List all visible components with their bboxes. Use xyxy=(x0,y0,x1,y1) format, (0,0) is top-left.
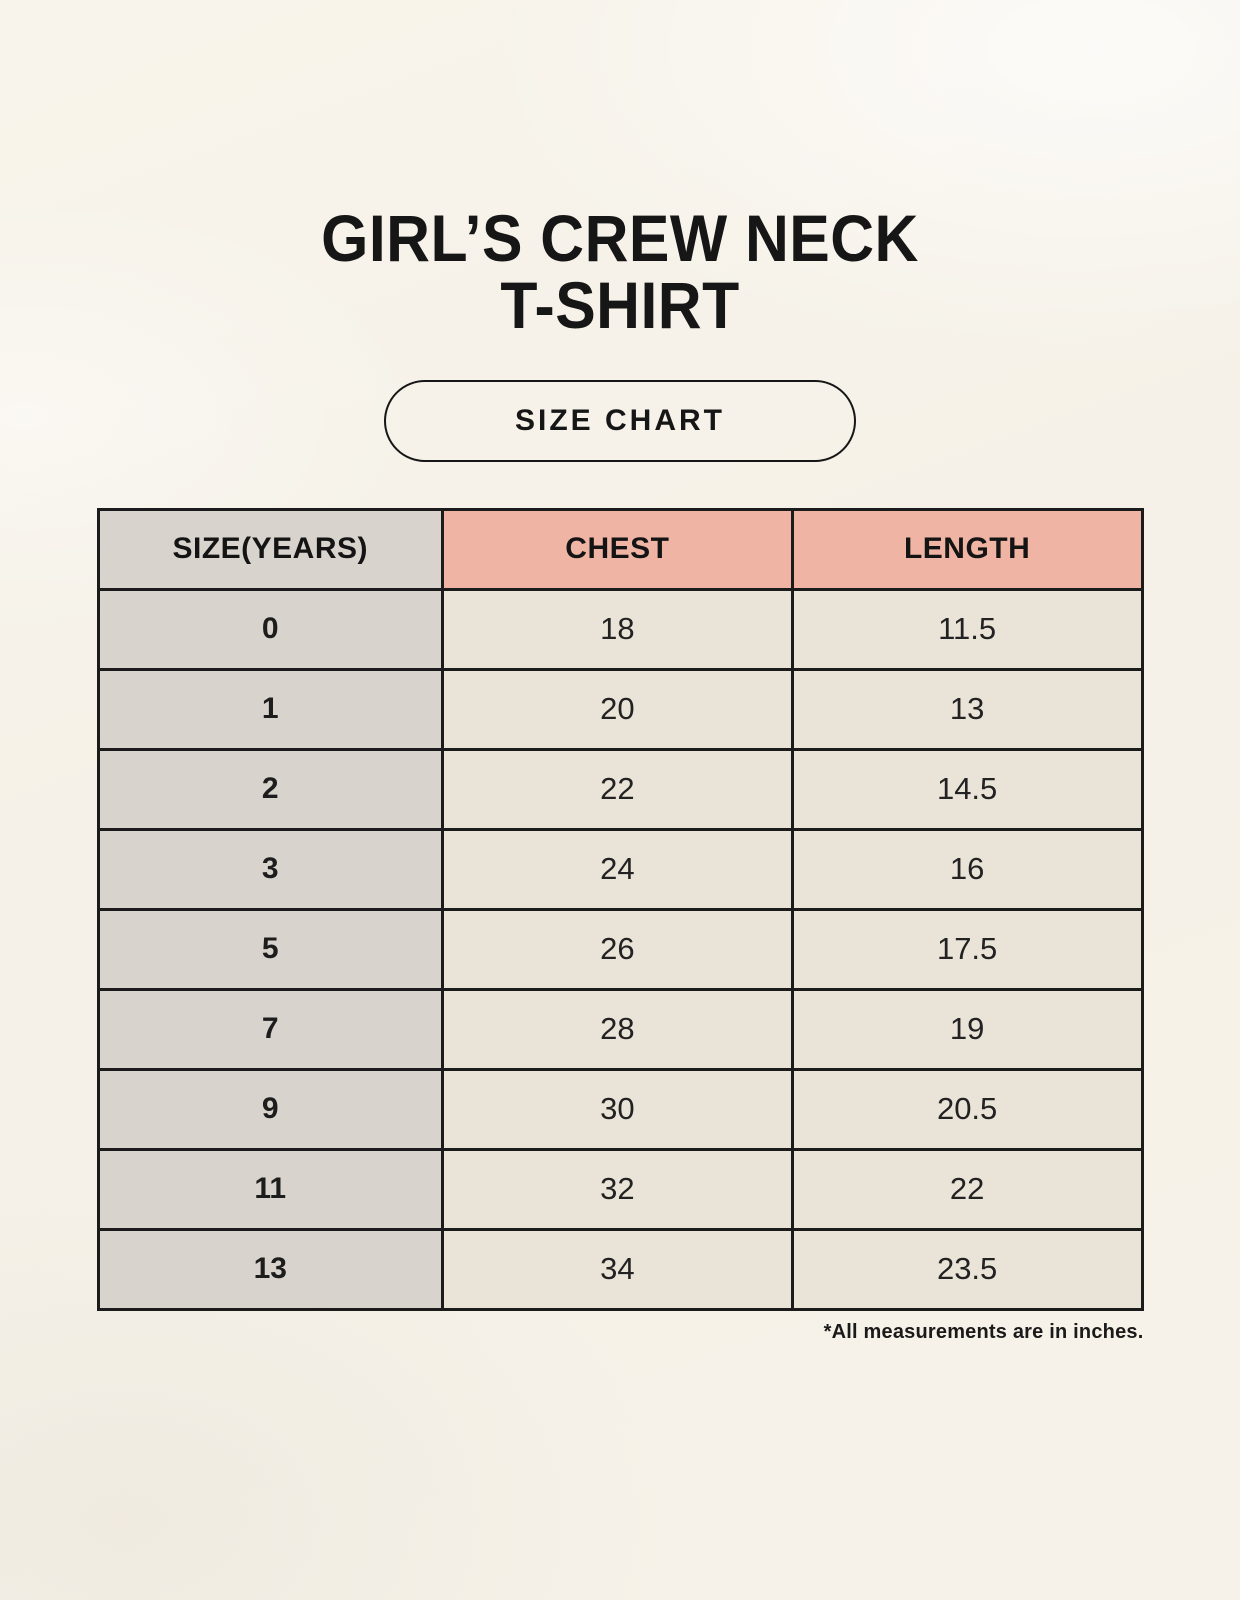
size-cell: 13 xyxy=(96,1227,445,1311)
chest-cell: 26 xyxy=(441,907,794,991)
chest-cell: 32 xyxy=(441,1147,794,1231)
table-row: 11 32 22 xyxy=(96,1147,1144,1231)
size-cell: 11 xyxy=(96,1147,445,1231)
measurements-footnote: *All measurements are in inches. xyxy=(823,1320,1144,1343)
length-cell: 11.5 xyxy=(790,587,1144,671)
page-title-line-1: GIRL’S CREW NECK xyxy=(321,201,919,275)
table-row: 0 18 11.5 xyxy=(96,587,1144,671)
size-table-container: SIZE(YEARS) CHEST LENGTH 0 18 11.5 1 20 … xyxy=(96,507,1144,1311)
page-title: GIRL’S CREW NECK T-SHIRT xyxy=(50,0,1191,340)
length-cell: 20.5 xyxy=(790,1067,1144,1151)
size-cell: 2 xyxy=(96,747,445,831)
table-row: 3 24 16 xyxy=(96,827,1144,911)
table-row: 1 20 13 xyxy=(96,667,1144,751)
chest-cell: 24 xyxy=(441,827,794,911)
column-header-length: LENGTH xyxy=(790,507,1144,591)
length-cell: 17.5 xyxy=(790,907,1144,991)
table-row: 5 26 17.5 xyxy=(96,907,1144,991)
size-cell: 7 xyxy=(96,987,445,1071)
size-cell: 0 xyxy=(96,587,445,671)
size-table: SIZE(YEARS) CHEST LENGTH 0 18 11.5 1 20 … xyxy=(96,507,1144,1311)
length-cell: 23.5 xyxy=(790,1227,1144,1311)
column-header-chest: CHEST xyxy=(441,507,794,591)
length-cell: 19 xyxy=(790,987,1144,1071)
table-row: 13 34 23.5 xyxy=(96,1227,1144,1311)
chest-cell: 34 xyxy=(441,1227,794,1311)
size-cell: 9 xyxy=(96,1067,445,1151)
length-cell: 13 xyxy=(790,667,1144,751)
chest-cell: 30 xyxy=(441,1067,794,1151)
size-chart-badge: SIZE CHART xyxy=(384,379,856,462)
page-title-line-2: T-SHIRT xyxy=(500,268,740,343)
chest-cell: 22 xyxy=(441,747,794,831)
size-chart-badge-label: SIZE CHART xyxy=(515,403,725,437)
table-row: 9 30 20.5 xyxy=(96,1067,1144,1151)
size-cell: 5 xyxy=(96,907,445,991)
chest-cell: 18 xyxy=(441,587,794,671)
chest-cell: 20 xyxy=(441,667,794,751)
chest-cell: 28 xyxy=(441,987,794,1071)
table-row: 7 28 19 xyxy=(96,987,1144,1071)
length-cell: 22 xyxy=(790,1147,1144,1231)
table-header-row: SIZE(YEARS) CHEST LENGTH xyxy=(96,507,1144,591)
length-cell: 16 xyxy=(790,827,1144,911)
size-cell: 3 xyxy=(96,827,445,911)
length-cell: 14.5 xyxy=(790,747,1144,831)
size-cell: 1 xyxy=(96,667,445,751)
column-header-size-years: SIZE(YEARS) xyxy=(96,507,445,591)
table-row: 2 22 14.5 xyxy=(96,747,1144,831)
